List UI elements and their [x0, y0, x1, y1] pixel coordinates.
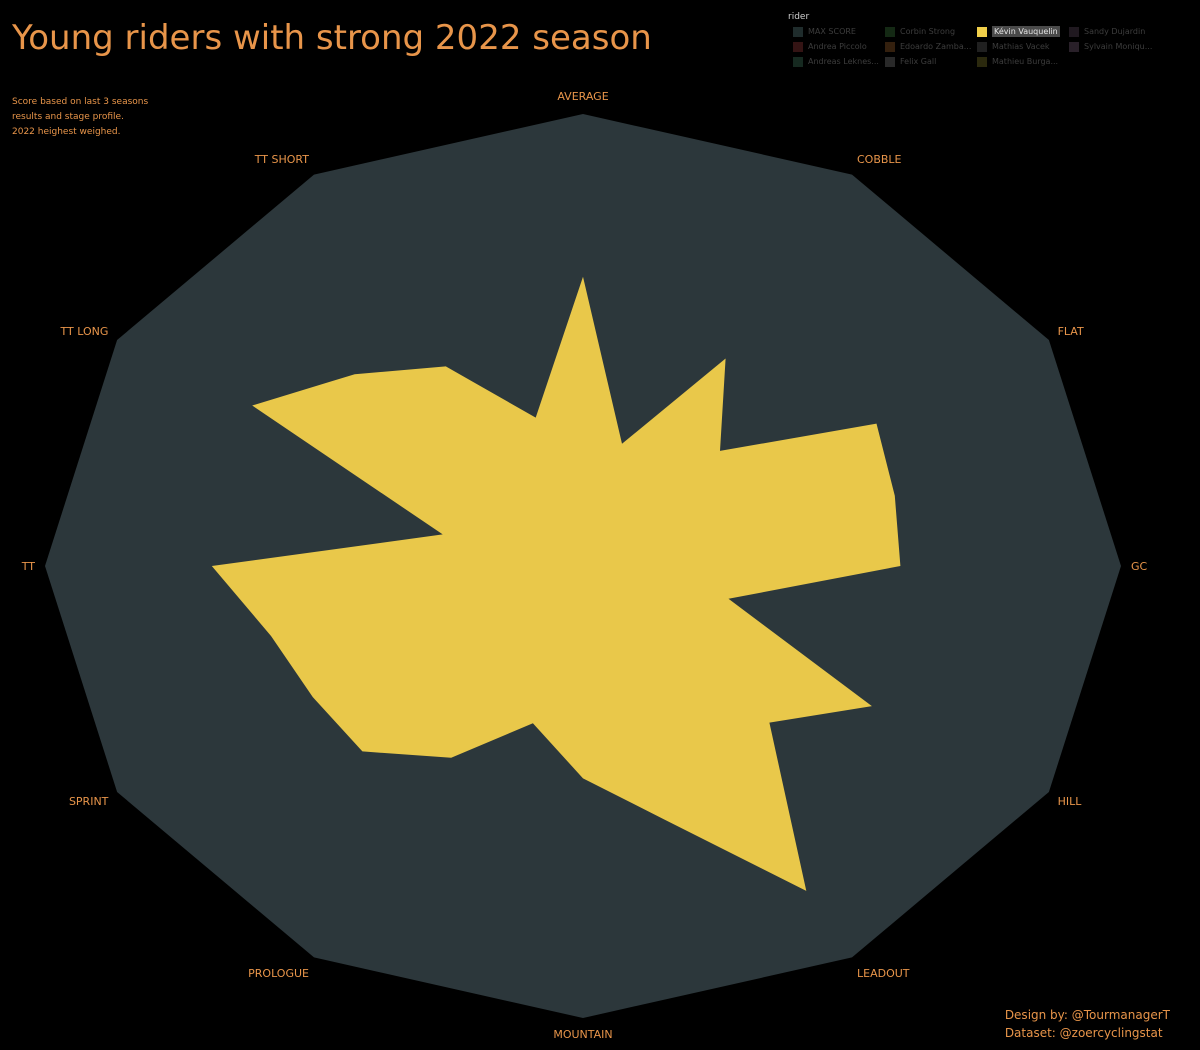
design-credit[interactable]: Design by: @TourmanagerT	[1004, 1008, 1170, 1022]
subtitle-line: results and stage profile.	[12, 112, 124, 122]
chart-subtitle: Score based on last 3 seasons results an…	[12, 95, 192, 140]
legend-swatch	[793, 26, 803, 37]
legend-label: Mathieu Burga...	[992, 57, 1059, 66]
legend-item[interactable]: MAX SCORE	[788, 24, 880, 39]
credits: Design by: @TourmanagerT Dataset: @zoerc…	[1005, 1006, 1170, 1042]
legend-label: Felix Gall	[900, 57, 937, 66]
axis-label: TT SHORT	[254, 153, 309, 166]
legend-label: Mathias Vacek	[992, 42, 1050, 51]
axis-label: AVERAGE	[557, 90, 608, 103]
legend-label: Andreas Leknes...	[808, 57, 879, 66]
rider-score-area[interactable]	[211, 276, 901, 891]
dataset-credit[interactable]: Dataset: @zoercyclingstat	[1004, 1026, 1163, 1040]
legend-label: Andrea Piccolo	[808, 42, 867, 51]
axis-labels: AVERAGE COBBLE FLAT GC HILL LEADOUT MOUNTAIN PR…	[21, 90, 1148, 1041]
legend-item[interactable]: Mathias Vacek	[972, 39, 1064, 54]
legend-label: Corbin Strong	[900, 27, 956, 36]
legend-label: Sandy Dujardin	[1084, 27, 1146, 36]
legend-item[interactable]: Kévin Vauquelin	[972, 24, 1064, 39]
legend-swatch	[1069, 26, 1079, 37]
axis-label: PROLOGUE	[248, 967, 309, 980]
chart-title: Young riders with strong 2022 season	[12, 18, 652, 58]
legend-swatch	[793, 56, 803, 67]
legend-swatch	[793, 41, 803, 52]
legend-item[interactable]: Mathieu Burga...	[972, 54, 1064, 69]
legend-swatch	[977, 56, 987, 67]
axis-label: TT	[21, 560, 36, 573]
axis-label: GC	[1131, 560, 1148, 573]
rider-layer	[211, 276, 901, 891]
legend-item[interactable]: Sandy Dujardin	[1064, 24, 1156, 39]
axis-label: SPRINT	[69, 795, 109, 808]
legend-swatch	[977, 26, 987, 37]
legend-label: Sylvain Moniqu...	[1084, 42, 1153, 51]
legend-label: Edoardo Zamba...	[900, 42, 972, 51]
legend-item[interactable]: Felix Gall	[880, 54, 972, 69]
axis-label: FLAT	[1058, 325, 1084, 338]
legend-item[interactable]: Edoardo Zamba...	[880, 39, 972, 54]
axis-label: COBBLE	[857, 153, 902, 166]
legend-item[interactable]: Sylvain Moniqu...	[1064, 39, 1156, 54]
legend-label: Kévin Vauquelin	[992, 26, 1060, 37]
legend-swatch	[885, 26, 895, 37]
axis-label: MOUNTAIN	[553, 1028, 612, 1041]
rider-legend: rider MAX SCORE Andrea Piccolo Andreas Lek…	[788, 11, 1188, 69]
legend-swatch	[885, 56, 895, 67]
legend-swatch	[1069, 41, 1079, 52]
axis-label: LEADOUT	[857, 967, 910, 980]
legend-swatch	[885, 41, 895, 52]
legend-item[interactable]: Corbin Strong	[880, 24, 972, 39]
legend-swatch	[977, 41, 987, 52]
axis-label: HILL	[1058, 795, 1083, 808]
axis-label: TT LONG	[60, 325, 109, 338]
subtitle-line: 2022 heighest weighed.	[12, 127, 121, 137]
legend-items: MAX SCORE Andrea Piccolo Andreas Leknes...…	[788, 24, 1188, 69]
subtitle-line: Score based on last 3 seasons	[12, 97, 149, 107]
legend-label: MAX SCORE	[808, 27, 856, 36]
legend-item[interactable]: Andreas Leknes...	[788, 54, 880, 69]
legend-title: rider	[788, 12, 810, 22]
legend-item[interactable]: Andrea Piccolo	[788, 39, 880, 54]
